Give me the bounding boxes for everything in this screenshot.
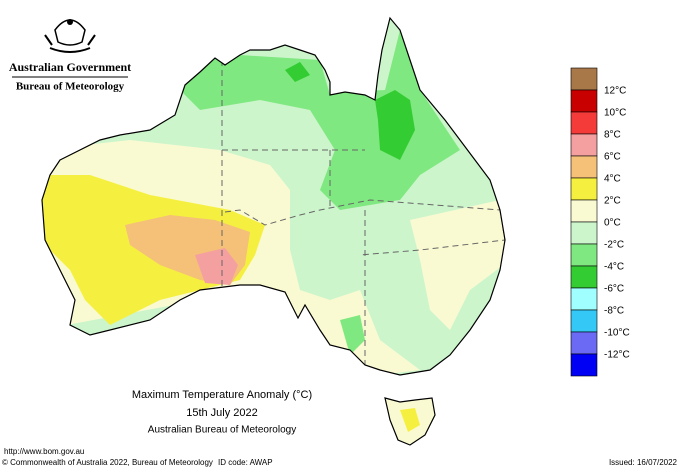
id-code: ID code: AWAP	[218, 458, 273, 467]
legend-label: -10°C	[604, 328, 630, 339]
legend-label: 12°C	[604, 86, 626, 97]
caption-date: 15th July 2022	[186, 407, 258, 419]
legend-label: 0°C	[604, 218, 621, 229]
caption-title: Maximum Temperature Anomaly (°C)	[132, 389, 312, 401]
legend-swatch	[570, 177, 598, 201]
legend-label: 10°C	[604, 108, 626, 119]
legend-label: -8°C	[604, 306, 624, 317]
crest	[44, 19, 96, 53]
legend-swatch	[570, 353, 598, 377]
legend-swatch	[570, 155, 598, 179]
legend-swatch	[570, 331, 598, 355]
legend-swatch	[570, 199, 598, 223]
issued: Issued: 16/07/2022	[609, 458, 678, 467]
legend: 12°C 10°C 8°C 6°C 4°C 2°C 0°C -2°C -4°C -6°C -8°C -…	[570, 67, 630, 377]
legend-label: -6°C	[604, 284, 624, 295]
government: Australian Government	[9, 60, 131, 74]
copyright: © Commonwealth of Australia 2022, Bureau…	[2, 458, 213, 467]
legend-label: -2°C	[604, 240, 624, 251]
legend-swatch	[570, 309, 598, 333]
caption-source: Australian Bureau of Meteorology	[148, 425, 296, 436]
legend-swatch	[570, 67, 598, 91]
legend-label: -12°C	[604, 350, 630, 361]
legend-swatch	[570, 133, 598, 157]
legend-swatch	[570, 265, 598, 289]
tasmania-anomaly	[400, 408, 420, 432]
legend-swatch	[570, 287, 598, 311]
url: http://www.bom.gov.au	[4, 447, 84, 456]
legend-label: -4°C	[604, 262, 624, 273]
legend-label: 2°C	[604, 196, 621, 207]
legend-swatch	[570, 89, 598, 113]
legend-label: 6°C	[604, 152, 621, 163]
bureau: Bureau of Meteorology	[16, 81, 125, 93]
legend-label: 8°C	[604, 130, 621, 141]
legend-swatch	[570, 221, 598, 245]
legend-label: 4°C	[604, 174, 621, 185]
legend-swatch	[570, 243, 598, 267]
legend-swatch	[570, 111, 598, 135]
